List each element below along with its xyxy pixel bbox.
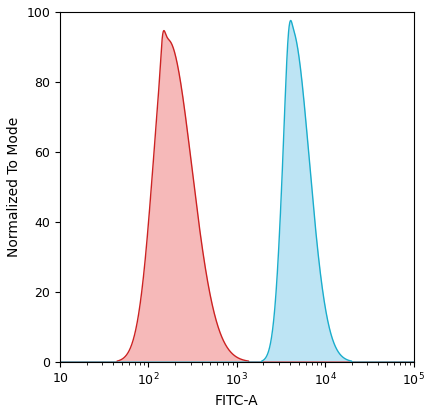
X-axis label: FITC-A: FITC-A [215,394,259,408]
Y-axis label: Normalized To Mode: Normalized To Mode [7,117,21,257]
